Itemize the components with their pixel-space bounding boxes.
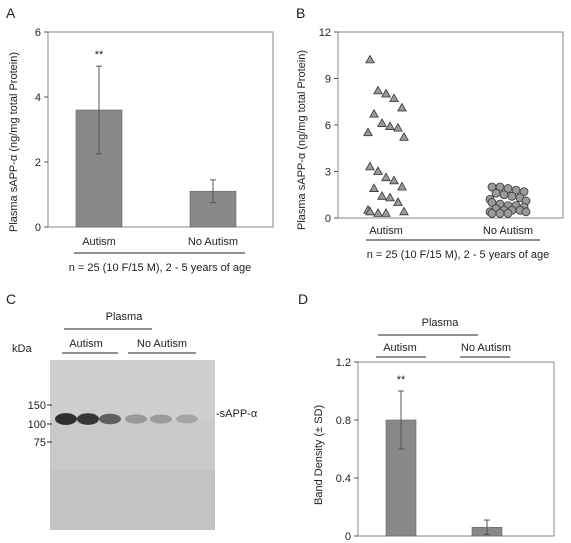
blot-upper-shade — [50, 360, 215, 420]
panel-c-letter: C — [6, 291, 16, 307]
panel-a-significance-0: ** — [95, 49, 104, 61]
panel-d-ytick-label-3: 1.2 — [336, 357, 351, 369]
panel-a-xtick-label-0: Autism — [82, 236, 116, 248]
panel-a-ytick-label-3: 6 — [35, 27, 41, 39]
panel-c-lane-group-autism: Autism — [69, 338, 103, 350]
blot-band-lane-5 — [150, 414, 172, 424]
panel-b-point-no-autism-23 — [495, 208, 505, 218]
panel-b-point-no-autism-6 — [499, 190, 509, 200]
panel-a-xtick-label-1: No Autism — [188, 236, 238, 248]
blot-lower-shade — [50, 470, 215, 530]
panel-b-point-autism-13 — [381, 172, 391, 182]
blot-band-lane-6 — [176, 414, 198, 424]
panel-b-point-autism-1 — [373, 85, 383, 95]
panel-a-ytick-label-1: 2 — [35, 157, 41, 169]
panel-b-point-autism-9 — [363, 127, 373, 137]
blot-band-lane-1 — [55, 413, 77, 425]
panel-b-point-no-autism-7 — [507, 191, 517, 201]
panel-a-chart: Plasma sAPP-α (ng/mg total Protein) 0 2 4 6… — [8, 27, 274, 274]
panel-b-point-no-autism-22 — [487, 208, 497, 218]
panel-b-point-autism-8 — [393, 122, 403, 132]
panel-b-point-no-autism-21 — [521, 207, 531, 217]
band-label: -sAPP-α — [216, 408, 258, 420]
panel-b-ytick-label-4: 12 — [319, 27, 331, 39]
panel-a-ytick-label-0: 0 — [35, 222, 41, 234]
panel-d-significance-0: ** — [397, 374, 406, 386]
panel-c-kda-label: kDa — [12, 343, 32, 355]
panel-a-ytick-label-2: 4 — [35, 92, 41, 104]
panel-b-point-autism-5 — [369, 108, 379, 118]
panel-b-point-autism-10 — [399, 132, 409, 141]
panel-b-point-autism-21 — [399, 206, 409, 216]
panel-b-point-autism-16 — [369, 183, 379, 192]
marker-label-150: 150 — [28, 400, 46, 412]
panel-c-group-label: Plasma — [106, 311, 144, 323]
panel-b-point-autism-3 — [389, 93, 399, 103]
panel-b-xtick-label-0: Autism — [369, 225, 403, 237]
panel-b-point-no-autism-5 — [491, 188, 501, 198]
panel-b-chart: Plasma sAPP-α (ng/mg total Protein) 0 3 6 9… — [296, 27, 564, 261]
panel-d-plot-frame — [357, 361, 555, 537]
blot-band-lane-3 — [99, 413, 121, 425]
panel-b-letter: B — [296, 5, 305, 21]
panel-a-y-axis-label: Plasma sAPP-α (ng/mg total Protein) — [8, 52, 20, 232]
panel-b-point-autism-18 — [385, 192, 395, 202]
panel-b-point-autism-19 — [393, 197, 403, 206]
blot-band-lane-2 — [77, 413, 99, 425]
panel-b-point-autism-24 — [381, 208, 391, 217]
panel-b-point-autism-0 — [365, 54, 375, 64]
panel-d-ytick-label-2: 0.8 — [336, 415, 351, 427]
panel-b-point-autism-23 — [373, 208, 383, 217]
panel-d-ytick-label-1: 0.4 — [336, 473, 351, 485]
panel-d-header-autism: Autism — [383, 342, 417, 354]
panel-a-plot-frame — [47, 31, 274, 228]
marker-label-75: 75 — [34, 437, 46, 449]
panel-b-point-autism-12 — [373, 166, 383, 175]
panel-b-ytick-label-3: 9 — [325, 74, 331, 86]
panel-b-ytick-label-2: 6 — [325, 120, 331, 132]
panel-b-point-autism-15 — [397, 181, 407, 191]
panel-d-chart: Plasma Autism No Autism Band Density (± … — [313, 317, 555, 543]
panel-c-blot: Plasma Autism No Autism kDa 150 100 75 -… — [12, 311, 258, 530]
panel-b-ytick-label-1: 3 — [325, 167, 331, 179]
panel-b-ytick-label-0: 0 — [325, 213, 331, 225]
panel-b-point-autism-22 — [365, 206, 375, 216]
panel-c-lane-group-no-autism: No Autism — [137, 338, 187, 350]
panel-b-xtick-label-1: No Autism — [483, 225, 533, 237]
panel-b-footnote: n = 25 (10 F/15 M), 2 - 5 years of age — [367, 249, 550, 261]
marker-label-100: 100 — [28, 419, 46, 431]
panel-b-point-no-autism-24 — [503, 208, 513, 218]
panel-d-letter: D — [298, 291, 308, 307]
panel-b-point-autism-4 — [397, 102, 407, 112]
panel-d-y-axis-label: Band Density (± SD) — [313, 405, 325, 505]
panel-a-letter: A — [6, 5, 16, 21]
panel-b-point-autism-17 — [377, 190, 387, 200]
panel-b-point-autism-11 — [365, 161, 375, 171]
panel-b-point-autism-6 — [377, 118, 387, 127]
panel-b-point-autism-2 — [381, 88, 391, 98]
panel-d-group-label: Plasma — [422, 317, 460, 329]
panel-d-header-no-autism: No Autism — [461, 342, 511, 354]
panel-b-point-autism-14 — [389, 175, 399, 185]
blot-band-lane-4 — [125, 414, 147, 424]
panel-b-point-autism-7 — [385, 121, 395, 130]
panel-d-ytick-label-0: 0 — [345, 531, 351, 543]
panel-a-footnote: n = 25 (10 F/15 M), 2 - 5 years of age — [69, 262, 252, 274]
panel-b-point-no-autism-4 — [519, 187, 529, 197]
panel-b-y-axis-label: Plasma sAPP-α (ng/mg total Protein) — [296, 50, 308, 230]
